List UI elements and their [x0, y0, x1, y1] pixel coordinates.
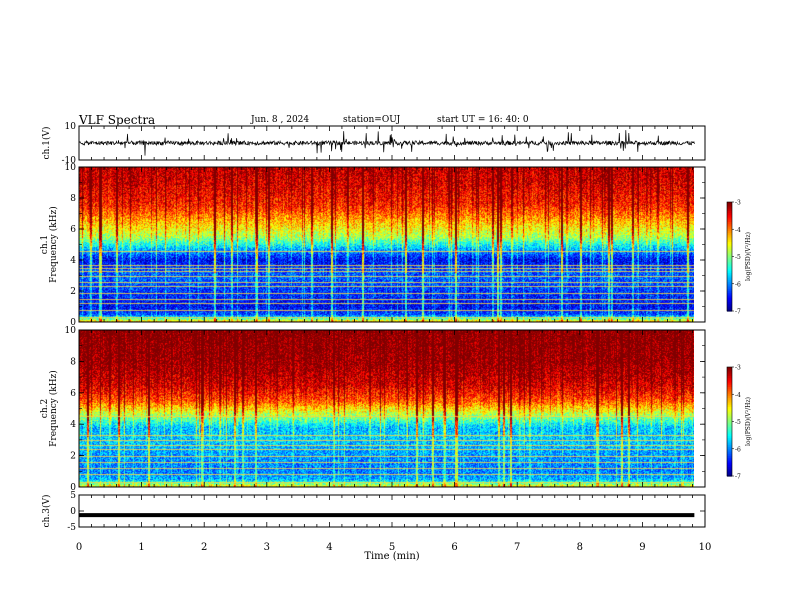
ch2-spectrogram-image	[79, 330, 694, 487]
colorbar-tick-label: -5	[735, 419, 741, 426]
colorbar-tick-label: -5	[735, 254, 741, 261]
y-tick-label: 10	[65, 163, 77, 173]
y-tick-label: 0	[70, 483, 76, 493]
colorbar-tick-label: -7	[735, 474, 741, 481]
y-tick-label: 5	[70, 491, 76, 501]
x-tick-label: 1	[138, 542, 144, 553]
y-tick-label: 0	[70, 507, 76, 517]
y-axis-label: ch.2	[40, 399, 50, 418]
y-axis-label: ch.1(V)	[41, 127, 52, 160]
colorbar-label: log(PSD)(V²/Hz)	[745, 397, 752, 446]
y-axis-label: ch.3(V)	[41, 495, 52, 528]
y-tick-label: 8	[70, 357, 76, 367]
y-tick-label: 10	[65, 326, 77, 336]
colorbar-tick-label: -7	[735, 309, 741, 316]
start-ut-label: start UT = 16: 40: 0	[437, 115, 529, 125]
ch1-waveform-line	[78, 130, 695, 156]
x-tick-label: 10	[699, 542, 712, 553]
colorbar-tick-label: -3	[735, 365, 741, 372]
station-label: station=OUJ	[343, 115, 401, 125]
x-tick-label: 5	[389, 542, 395, 553]
colorbar-label: log(PSD)(V²/Hz)	[745, 232, 752, 281]
colorbar-tick-label: -4	[735, 227, 741, 234]
x-axis-label: Time (min)	[364, 551, 419, 562]
y-tick-label: -10	[62, 156, 77, 166]
x-tick-label: 0	[76, 542, 82, 553]
y-tick-label: 4	[70, 256, 76, 266]
date-label: Jun. 8 , 2024	[251, 115, 310, 125]
y-tick-label: 6	[70, 389, 76, 399]
y-tick-label: 8	[70, 194, 76, 204]
y-tick-label: 2	[70, 287, 76, 297]
x-tick-label: 9	[639, 542, 645, 553]
y-tick-label: -5	[67, 523, 76, 533]
x-tick-label: 8	[577, 542, 583, 553]
colorbar-tick-label: -4	[735, 392, 741, 399]
x-tick-label: 3	[264, 542, 270, 553]
y-axis-label: ch.1	[40, 235, 50, 254]
y-tick-label: 10	[65, 122, 77, 132]
x-tick-label: 7	[514, 542, 520, 553]
colorbar-tick-label: -3	[735, 200, 741, 207]
y-tick-label: 4	[70, 420, 76, 430]
y-axis-label: Frequency (kHz)	[48, 206, 59, 283]
colorbar-tick-label: -6	[735, 446, 741, 453]
x-tick-label: 4	[326, 542, 332, 553]
x-tick-label: 6	[451, 542, 457, 553]
y-tick-label: 0	[70, 318, 76, 328]
y-tick-label: 2	[70, 452, 76, 462]
x-tick-label: 2	[201, 542, 207, 553]
y-axis-label: Frequency (kHz)	[48, 370, 59, 447]
ch1-spectrogram-image	[79, 167, 694, 322]
chart-title: VLF Spectra	[79, 113, 156, 127]
y-tick-label: 6	[70, 225, 76, 235]
colorbar-tick-label: -6	[735, 281, 741, 288]
